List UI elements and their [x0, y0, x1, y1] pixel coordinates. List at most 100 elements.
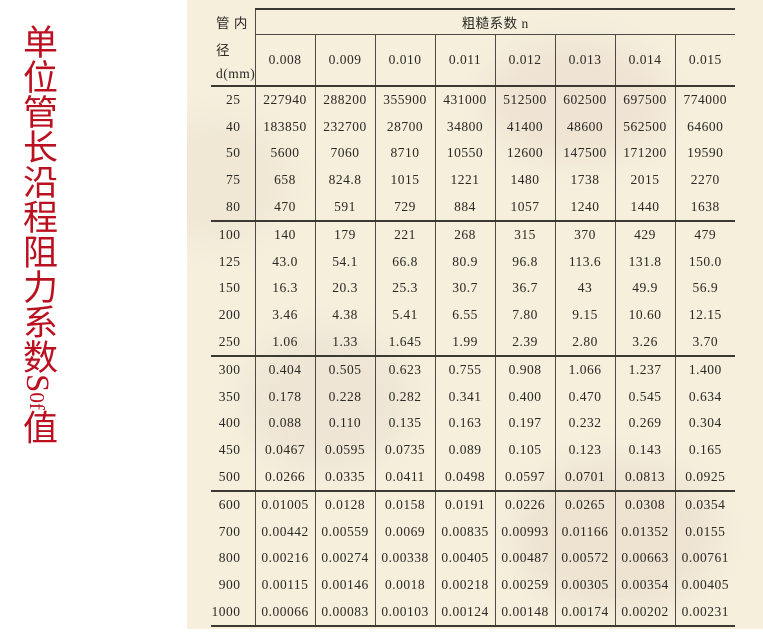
coefficient-cell: 1057 [494, 193, 555, 222]
coefficient-cell: 0.00103 [374, 598, 435, 627]
coefficient-cell: 8710 [374, 140, 435, 167]
coefficient-cell: 0.0308 [614, 490, 675, 519]
coefficient-cell: 183850 [254, 113, 315, 141]
coefficient-cell: 0.00148 [494, 598, 555, 627]
coefficient-cell: 591 [314, 193, 375, 222]
coefficient-cell: 0.282 [374, 383, 435, 411]
table-row: 50 5600 7060 8710 10550 12600 147500 171200 1959… [211, 140, 735, 167]
coefficient-cell: 0.0266 [254, 463, 315, 492]
coefficient-cell: 0.105 [494, 436, 555, 464]
diameter-cell: 200 [211, 301, 256, 329]
table-row: 125 43.0 54.1 66.8 80.9 96.8 113.6 131.8 150.0 [211, 248, 735, 276]
coefficient-cell: 0.545 [614, 383, 675, 411]
coefficient-cell: 10550 [434, 140, 495, 167]
coefficient-cell: 16.3 [254, 275, 315, 302]
coefficient-cell: 1.400 [674, 355, 735, 384]
coefficient-cell: 0.0813 [614, 463, 675, 492]
diameter-cell: 450 [211, 436, 256, 464]
coefficient-cell: 2015 [614, 166, 675, 194]
coefficient-cell: 431000 [434, 86, 495, 114]
coefficient-cell: 147500 [554, 140, 615, 167]
coefficient-cell: 658 [254, 166, 315, 194]
coefficient-cell: 0.0595 [314, 436, 375, 464]
diameter-column-header: 管 内 径 d(mm) [211, 9, 255, 87]
coefficient-cell: 28700 [374, 113, 435, 141]
coefficient-cell: 0.00218 [434, 571, 495, 599]
coefficient-cell: 0.00216 [254, 545, 315, 572]
coefficient-cell: 2.80 [554, 328, 615, 357]
coefficient-cell: 512500 [494, 86, 555, 114]
diameter-cell: 80 [211, 193, 256, 222]
coefficient-cell: 113.6 [554, 248, 615, 276]
coefficient-cell: 0.00442 [254, 518, 315, 546]
coefficient-cell: 0.01352 [614, 518, 675, 546]
diameter-cell: 40 [211, 113, 256, 141]
table-row: 350 0.178 0.228 0.282 0.341 0.400 0.470 0.545 0.… [211, 383, 735, 411]
coefficient-cell: 54.1 [314, 248, 375, 276]
diameter-cell: 75 [211, 166, 256, 194]
diameter-cell: 350 [211, 383, 256, 411]
table-row: 150 16.3 20.3 25.3 30.7 36.7 43 49.9 56.9 [211, 275, 735, 302]
coefficient-cell: 0.197 [494, 410, 555, 437]
n-value-header: 0.014 [614, 34, 675, 87]
coefficient-cell: 0.755 [434, 355, 495, 384]
diameter-cell: 1000 [211, 598, 256, 627]
coefficient-cell: 10.60 [614, 301, 675, 329]
coefficient-cell: 5600 [254, 140, 315, 167]
coefficient-cell: 0.232 [554, 410, 615, 437]
coefficient-cell: 0.01005 [254, 490, 315, 519]
coefficient-cell: 0.00572 [554, 545, 615, 572]
coefficient-cell: 1240 [554, 193, 615, 222]
coefficient-cell: 0.178 [254, 383, 315, 411]
coefficient-cell: 0.00124 [434, 598, 495, 627]
coefficient-cell: 562500 [614, 113, 675, 141]
coefficient-cell: 80.9 [434, 248, 495, 276]
coefficient-cell: 0.228 [314, 383, 375, 411]
coefficient-cell: 0.0158 [374, 490, 435, 519]
coefficient-cell: 12.15 [674, 301, 735, 329]
coefficient-cell: 0.0226 [494, 490, 555, 519]
coefficient-cell: 0.00066 [254, 598, 315, 627]
coefficient-cell: 49.9 [614, 275, 675, 302]
coefficient-cell: 0.00338 [374, 545, 435, 572]
diameter-cell: 700 [211, 518, 256, 546]
coefficient-cell: 0.341 [434, 383, 495, 411]
table-row: 300 0.404 0.505 0.623 0.755 0.908 1.066 1.237 1.… [211, 355, 735, 384]
table-body: 25 227940 288200 355900 431000 512500 602500 69… [211, 86, 735, 627]
coefficient-cell: 41400 [494, 113, 555, 141]
coefficient-cell: 1.33 [314, 328, 375, 357]
coefficient-cell: 0.00274 [314, 545, 375, 572]
coefficient-cell: 1738 [554, 166, 615, 194]
table-row: 75 658 824.8 1015 1221 1480 1738 2015 2270 [211, 166, 735, 194]
table-row: 25 227940 288200 355900 431000 512500 602500 69… [211, 86, 735, 114]
coefficient-cell: 429 [614, 220, 675, 249]
coefficient-cell: 479 [674, 220, 735, 249]
n-value-header: 0.008 [254, 34, 315, 87]
coefficient-cell: 0.505 [314, 355, 375, 384]
coefficient-cell: 1.99 [434, 328, 495, 357]
coefficient-cell: 34800 [434, 113, 495, 141]
coefficient-cell: 7060 [314, 140, 375, 167]
coefficient-cell: 0.00487 [494, 545, 555, 572]
table-row: 800 0.00216 0.00274 0.00338 0.00405 0.00487 0.… [211, 545, 735, 572]
coefficient-cell: 288200 [314, 86, 375, 114]
table-row: 600 0.01005 0.0128 0.0158 0.0191 0.0226 0.0265… [211, 490, 735, 519]
coefficient-cell: 0.00761 [674, 545, 735, 572]
coefficient-cell: 0.165 [674, 436, 735, 464]
coefficient-cell: 0.00405 [674, 571, 735, 599]
n-value-row: 0.008 0.009 0.010 0.011 0.012 0.013 0.014 0.015 [211, 34, 735, 87]
coefficient-cell: 9.15 [554, 301, 615, 329]
coefficient-cell: 1440 [614, 193, 675, 222]
coefficient-cell: 268 [434, 220, 495, 249]
coefficient-cell: 0.088 [254, 410, 315, 437]
roughness-coefficient-header: 粗糙系数 n [254, 8, 735, 35]
table-row: 40 183850 232700 28700 34800 41400 48600 562500… [211, 113, 735, 141]
coefficient-cell: 0.0335 [314, 463, 375, 492]
coefficient-cell: 0.123 [554, 436, 615, 464]
coefficient-cell: 0.163 [434, 410, 495, 437]
table-row: 500 0.0266 0.0335 0.0411 0.0498 0.0597 0.0701 0… [211, 463, 735, 492]
coefficient-cell: 0.00083 [314, 598, 375, 627]
coefficient-cell: 4.38 [314, 301, 375, 329]
coefficient-cell: 697500 [614, 86, 675, 114]
coefficient-cell: 0.0265 [554, 490, 615, 519]
